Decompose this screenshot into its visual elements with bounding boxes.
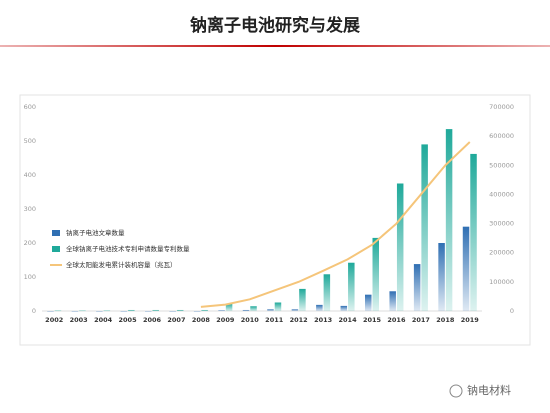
bar	[242, 309, 250, 311]
bar	[96, 311, 103, 312]
bar	[128, 309, 135, 311]
y2-tick-label: 0	[510, 307, 514, 315]
bar	[176, 309, 184, 311]
watermark: 钠电材料	[467, 383, 511, 397]
bar	[323, 274, 331, 311]
bar	[348, 262, 355, 311]
y-tick-label: 100	[24, 273, 36, 281]
bar	[462, 226, 470, 311]
bar	[291, 309, 299, 311]
bar	[218, 310, 225, 311]
x-tick-label: 2016	[387, 316, 406, 324]
line	[200, 141, 471, 308]
x-tick-label: 2018	[436, 316, 455, 324]
bar	[274, 302, 282, 311]
bar	[193, 311, 201, 312]
y2-tick-label: 200000	[489, 249, 514, 257]
bar	[389, 291, 396, 311]
y2-tick-label: 400000	[489, 190, 514, 198]
x-tick-label: 2019	[461, 316, 480, 324]
bar	[152, 309, 159, 311]
x-tick-label: 2006	[143, 316, 162, 324]
x-tick-label: 2004	[94, 316, 113, 324]
y-tick-label: 300	[24, 205, 36, 213]
bar	[421, 144, 428, 311]
x-tick-label: 2009	[216, 316, 235, 324]
y-tick-label: 600	[24, 103, 36, 111]
slide-title: 钠离子电池研究与发展	[190, 15, 360, 36]
bar	[316, 304, 323, 311]
y2-tick-label: 600000	[489, 132, 514, 140]
watermark-icon	[449, 384, 463, 398]
bar	[47, 311, 54, 312]
y2-tick-label: 700000	[489, 103, 514, 111]
bar	[201, 309, 208, 311]
bar	[225, 303, 233, 311]
bar	[372, 237, 379, 311]
x-tick-label: 2005	[119, 316, 138, 324]
x-tick-label: 2007	[167, 316, 185, 324]
bar	[54, 310, 62, 312]
y2-tick-label: 500000	[489, 161, 514, 169]
bar	[413, 264, 421, 311]
x-tick-label: 2011	[265, 316, 284, 324]
bar	[267, 309, 274, 311]
bar	[145, 311, 152, 312]
x-tick-label: 2012	[290, 316, 308, 324]
y-tick-label: 500	[24, 137, 36, 145]
bar	[103, 310, 111, 312]
x-tick-label: 2015	[363, 316, 382, 324]
bar	[71, 311, 79, 312]
bar	[438, 243, 445, 311]
y-tick-label: 200	[24, 239, 36, 247]
legend-swatch	[52, 230, 60, 236]
bar	[120, 311, 128, 312]
bar	[250, 306, 257, 311]
legend-label: 全球钠离子电池技术专利申请数量专利数量	[66, 244, 190, 253]
bar	[445, 129, 453, 311]
y-tick-label: 0	[32, 307, 36, 315]
bar	[396, 183, 404, 311]
bar	[79, 310, 86, 312]
legend-label: 钠离子电池文章数量	[66, 228, 125, 237]
x-tick-label: 2013	[314, 316, 332, 324]
bar	[169, 311, 176, 312]
title-rule	[0, 45, 550, 47]
y2-tick-label: 300000	[489, 220, 514, 228]
x-tick-label: 2002	[45, 316, 63, 324]
x-tick-label: 2010	[241, 316, 260, 324]
x-tick-label: 2014	[339, 316, 358, 324]
bar	[470, 153, 477, 311]
x-tick-label: 2017	[412, 316, 430, 324]
bar	[299, 288, 306, 311]
bar	[340, 305, 348, 311]
y2-tick-label: 100000	[489, 278, 514, 286]
y-tick-label: 400	[24, 171, 36, 179]
legend-label: 全球太阳能发电累计装机容量（兆瓦）	[66, 260, 177, 269]
x-tick-label: 2008	[192, 316, 211, 324]
bar	[365, 294, 372, 311]
x-tick-label: 2003	[70, 316, 88, 324]
legend-swatch	[52, 246, 60, 252]
